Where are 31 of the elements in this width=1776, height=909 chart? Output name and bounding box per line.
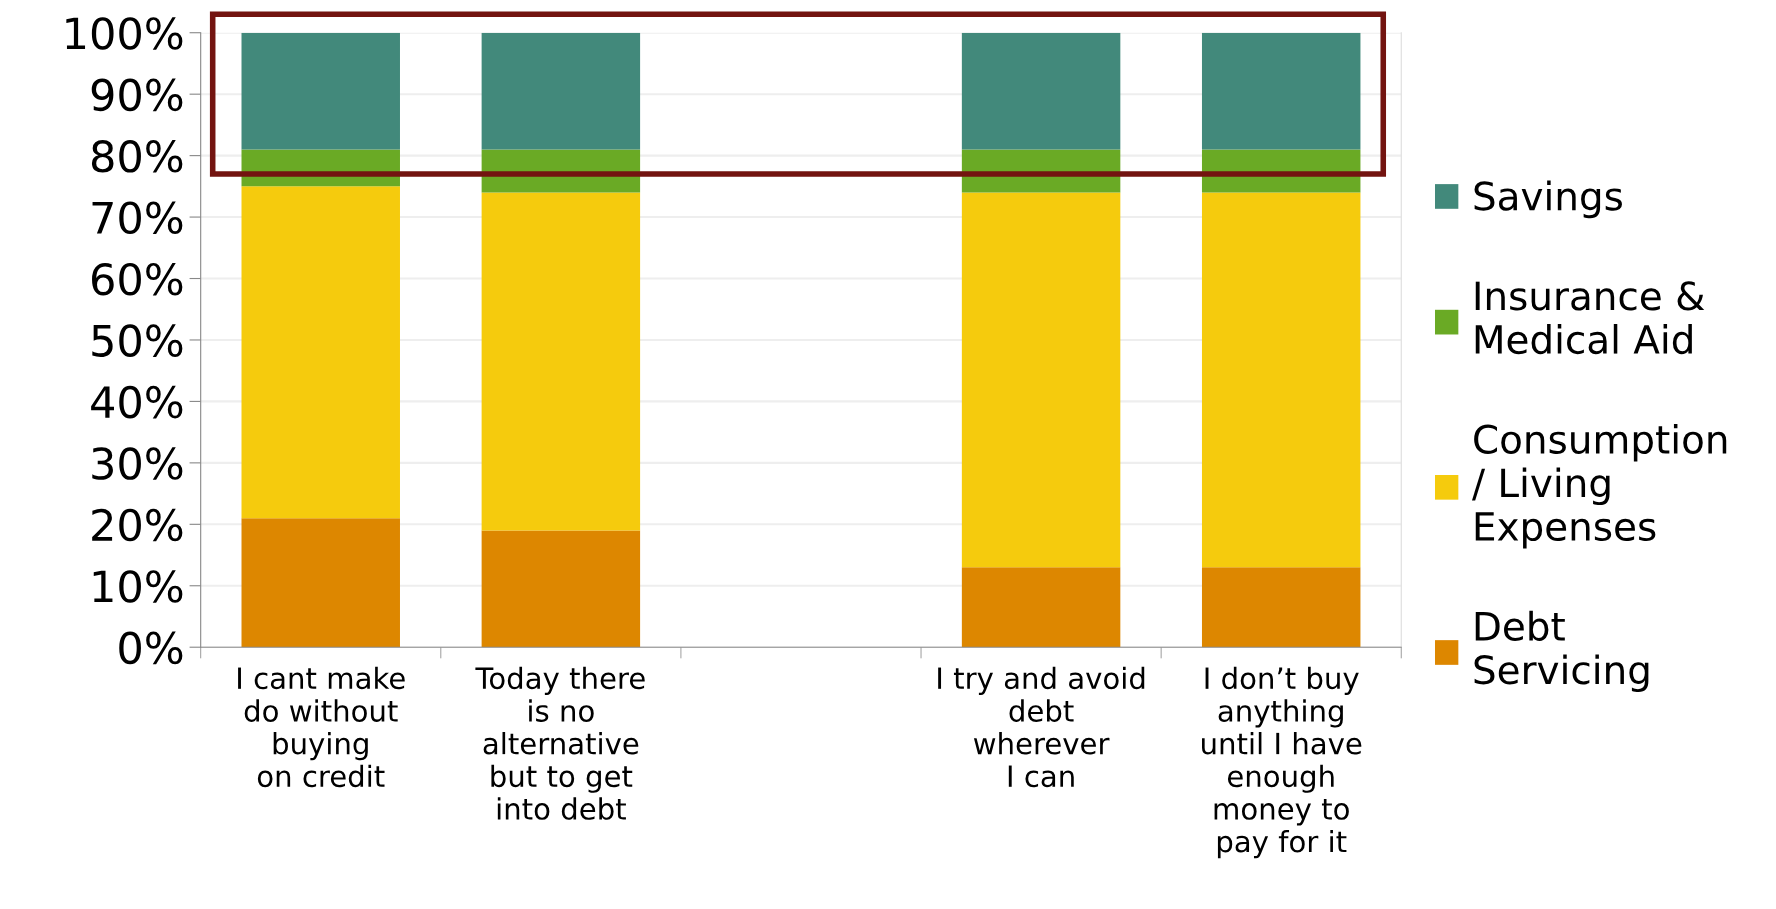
bar — [1201, 567, 1361, 648]
bar — [241, 186, 400, 519]
y-tick-label: 70% — [92, 201, 183, 235]
bar — [241, 32, 400, 150]
legend-label: Consumption / Living Expenses — [1471, 423, 1727, 549]
bar — [241, 518, 400, 648]
legend-label: Insurance & Medical Aid — [1475, 281, 1705, 355]
y-tick-label: 20% — [92, 508, 183, 542]
bar — [961, 32, 1121, 150]
y-tick-label: 0% — [119, 631, 183, 665]
y-tick-label: 80% — [91, 140, 183, 173]
legend-label: Debt Servicing — [1474, 610, 1649, 693]
y-tick-label: 40% — [91, 385, 183, 419]
bar — [1201, 192, 1361, 568]
x-tick-label: Today there is no alternative but to get into debt — [475, 666, 645, 820]
x-tick-label: I try and avoid debt wherever I can — [938, 666, 1145, 788]
bar — [481, 530, 641, 648]
y-tick-label: 10% — [93, 570, 183, 603]
bar — [481, 192, 641, 531]
x-tick-label: I cant make do without buying on credit — [238, 666, 405, 788]
bar — [961, 567, 1121, 648]
y-tick-label: 90% — [91, 78, 183, 112]
x-tick-label: I don’t buy anything until I have enough money to pay for it — [1202, 666, 1362, 859]
y-tick-label: 100% — [66, 17, 183, 50]
y-tick-label: 60% — [92, 262, 183, 296]
bar — [481, 32, 641, 150]
bar — [961, 192, 1121, 568]
y-tick-label: 30% — [92, 447, 183, 480]
y-tick-label: 50% — [92, 324, 183, 357]
legend-label: Savings — [1474, 180, 1622, 219]
bar — [1201, 32, 1361, 150]
